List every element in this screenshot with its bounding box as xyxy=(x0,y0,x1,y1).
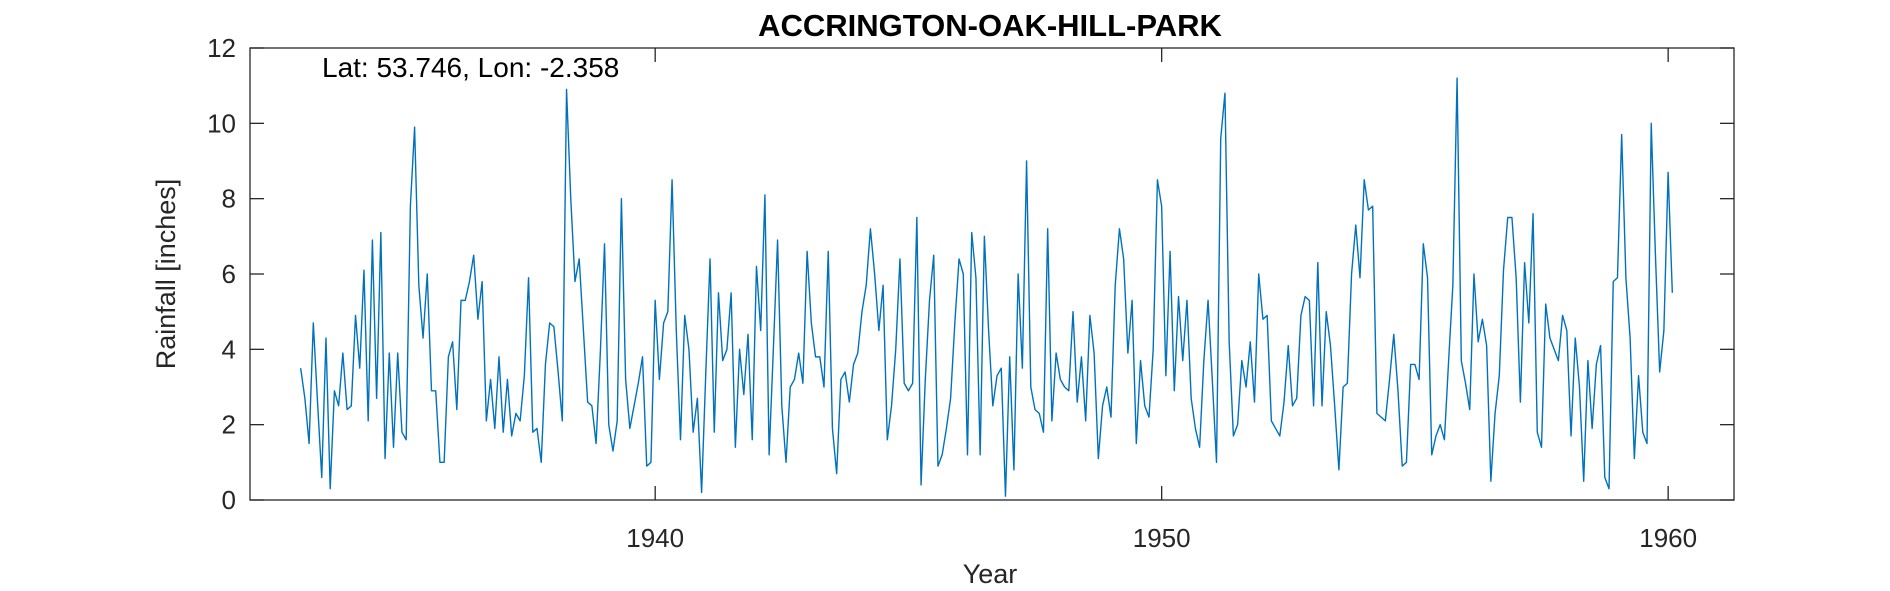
x-tick-label: 1950 xyxy=(1133,523,1191,553)
rainfall-series-line xyxy=(299,77,1674,497)
y-axis-ticks: 0 2 4 6 8 10 12 xyxy=(207,33,1734,515)
x-axis-label: Year xyxy=(963,559,1018,589)
location-annotation: Lat: 53.746, Lon: -2.358 xyxy=(322,52,619,83)
y-tick-label: 0 xyxy=(222,485,236,515)
y-tick-label: 12 xyxy=(207,33,236,63)
y-tick-label: 10 xyxy=(207,108,236,138)
y-tick-label: 8 xyxy=(222,184,236,214)
plot-background xyxy=(250,48,1734,500)
y-tick-label: 6 xyxy=(222,259,236,289)
x-axis-ticks: 1940 1950 1960 xyxy=(626,48,1697,553)
chart-title: ACCRINGTON-OAK-HILL-PARK xyxy=(758,8,1222,43)
x-tick-label: 1960 xyxy=(1639,523,1697,553)
y-axis-label: Rainfall [inches] xyxy=(151,179,181,370)
y-tick-label: 4 xyxy=(222,334,236,364)
x-tick-label: 1940 xyxy=(626,523,684,553)
plot-area xyxy=(249,47,1735,501)
y-tick-label: 2 xyxy=(222,410,236,440)
